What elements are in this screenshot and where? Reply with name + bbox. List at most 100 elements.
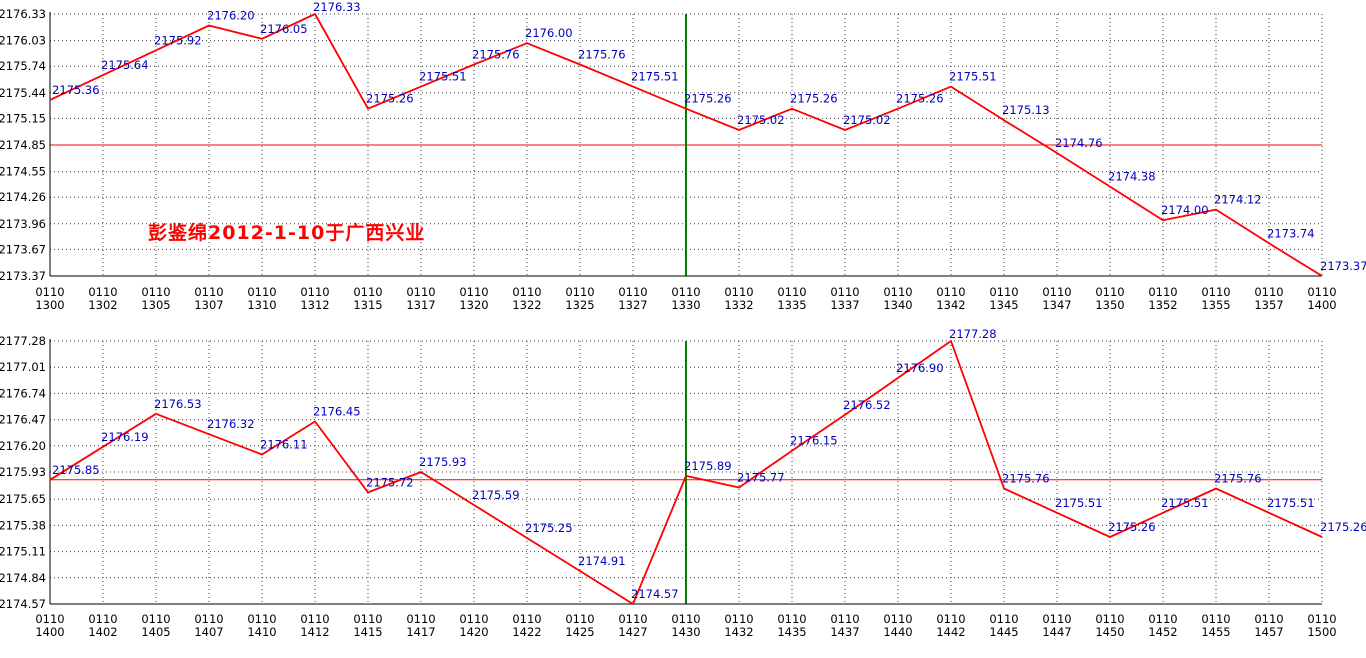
point-value-label: 2176.11: [260, 438, 308, 452]
x-tick-date: 0110: [565, 285, 594, 299]
point-value-label: 2175.26: [790, 92, 838, 106]
x-tick-date: 0110: [1307, 612, 1336, 626]
x-tick-date: 0110: [1201, 285, 1230, 299]
x-tick-date: 0110: [141, 612, 170, 626]
point-value-label: 2175.89: [684, 459, 732, 473]
x-tick-time: 1402: [88, 625, 117, 639]
x-tick-date: 0110: [512, 612, 541, 626]
x-tick-date: 0110: [777, 285, 806, 299]
price-line: [49, 13, 1323, 277]
point-value-label: 2174.76: [1055, 136, 1103, 150]
point-value-label: 2176.45: [313, 405, 361, 419]
x-tick-date: 0110: [459, 612, 488, 626]
minute-chart-2: 2177.28 2177.01 2176.74 2176.47 2176.20 2175.…: [0, 327, 1366, 639]
point-value-label: 2175.76: [1002, 472, 1050, 486]
x-tick-date: 0110: [671, 285, 700, 299]
x-tick-date: 0110: [830, 612, 859, 626]
x-tick-time: 1337: [830, 298, 859, 312]
x-tick-date: 0110: [724, 612, 753, 626]
point-value-label: 2175.77: [737, 471, 785, 485]
x-tick-date: 0110: [406, 285, 435, 299]
x-tick-date: 0110: [989, 612, 1018, 626]
x-tick-time: 1400: [1307, 298, 1336, 312]
x-tick-time: 1342: [936, 298, 965, 312]
x-tick-time: 1415: [353, 625, 382, 639]
point-value-label: 2175.93: [419, 455, 467, 469]
point-value-label: 2174.12: [1214, 193, 1262, 207]
x-tick-date: 0110: [353, 285, 382, 299]
x-tick-time: 1310: [247, 298, 276, 312]
x-tick-time: 1442: [936, 625, 965, 639]
x-tick-date: 0110: [724, 285, 753, 299]
x-tick-time: 1452: [1148, 625, 1177, 639]
x-tick-time: 1457: [1254, 625, 1283, 639]
x-tick-time: 1412: [300, 625, 329, 639]
y-tick-label: 2175.38: [0, 518, 46, 532]
x-tick-date: 0110: [671, 612, 700, 626]
point-value-label: 2175.02: [843, 113, 891, 127]
point-value-label: 2176.90: [896, 361, 944, 375]
x-tick-date: 0110: [88, 612, 117, 626]
y-tick-label: 2176.33: [0, 7, 46, 21]
x-tick-time: 1345: [989, 298, 1018, 312]
y-tick-label: 2175.11: [0, 545, 46, 559]
x-tick-time: 1340: [883, 298, 912, 312]
point-value-label: 2176.00: [525, 26, 573, 40]
point-value-label: 2175.26: [1108, 520, 1156, 534]
x-tick-date: 0110: [883, 612, 912, 626]
y-tick-label: 2176.20: [0, 439, 46, 453]
x-tick-date: 0110: [936, 612, 965, 626]
x-tick-time: 1357: [1254, 298, 1283, 312]
y-tick-label: 2173.67: [0, 242, 46, 256]
point-value-label: 2175.26: [1320, 520, 1366, 534]
x-tick-time: 1430: [671, 625, 700, 639]
x-tick-date: 0110: [883, 285, 912, 299]
x-tick-time: 1422: [512, 625, 541, 639]
x-tick-time: 1312: [300, 298, 329, 312]
x-tick-date: 0110: [141, 285, 170, 299]
y-tick-label: 2174.84: [0, 571, 46, 585]
x-tick-time: 1410: [247, 625, 276, 639]
x-tick-date: 0110: [1201, 612, 1230, 626]
point-value-label: 2174.91: [578, 554, 626, 568]
point-value-label: 2176.19: [101, 430, 149, 444]
x-tick-time: 1405: [141, 625, 170, 639]
point-value-label: 2174.38: [1108, 170, 1156, 184]
x-tick-date: 0110: [194, 612, 223, 626]
x-tick-date: 0110: [1042, 612, 1071, 626]
y-tick-label: 2173.37: [0, 269, 46, 283]
x-tick-date: 0110: [88, 285, 117, 299]
point-value-label: 2176.53: [154, 397, 202, 411]
point-value-label: 2177.28: [949, 327, 997, 341]
x-tick-date: 0110: [1148, 612, 1177, 626]
y-tick-label: 2175.65: [0, 492, 46, 506]
x-tick-time: 1400: [35, 625, 64, 639]
x-tick-time: 1407: [194, 625, 223, 639]
x-tick-time: 1317: [406, 298, 435, 312]
point-value-label: 2175.25: [525, 521, 573, 535]
point-value-label: 2176.20: [207, 9, 255, 23]
point-value-label: 2175.51: [631, 70, 679, 84]
x-tick-time: 1307: [194, 298, 223, 312]
x-tick-date: 0110: [1042, 285, 1071, 299]
point-value-label: 2175.26: [896, 92, 944, 106]
point-value-label: 2175.51: [1055, 496, 1103, 510]
x-tick-date: 0110: [512, 285, 541, 299]
x-tick-date: 0110: [1095, 285, 1124, 299]
x-tick-time: 1437: [830, 625, 859, 639]
y-tick-label: 2174.55: [0, 165, 46, 179]
y-tick-label: 2176.74: [0, 386, 46, 400]
point-value-label: 2175.26: [366, 92, 414, 106]
y-tick-label: 2177.28: [0, 334, 46, 348]
x-tick-time: 1305: [141, 298, 170, 312]
x-tick-date: 0110: [353, 612, 382, 626]
x-tick-date: 0110: [1095, 612, 1124, 626]
x-tick-date: 0110: [565, 612, 594, 626]
point-value-label: 2173.37: [1320, 259, 1366, 273]
x-tick-date: 0110: [35, 285, 64, 299]
x-tick-date: 0110: [936, 285, 965, 299]
x-tick-time: 1420: [459, 625, 488, 639]
x-tick-date: 0110: [1307, 285, 1336, 299]
